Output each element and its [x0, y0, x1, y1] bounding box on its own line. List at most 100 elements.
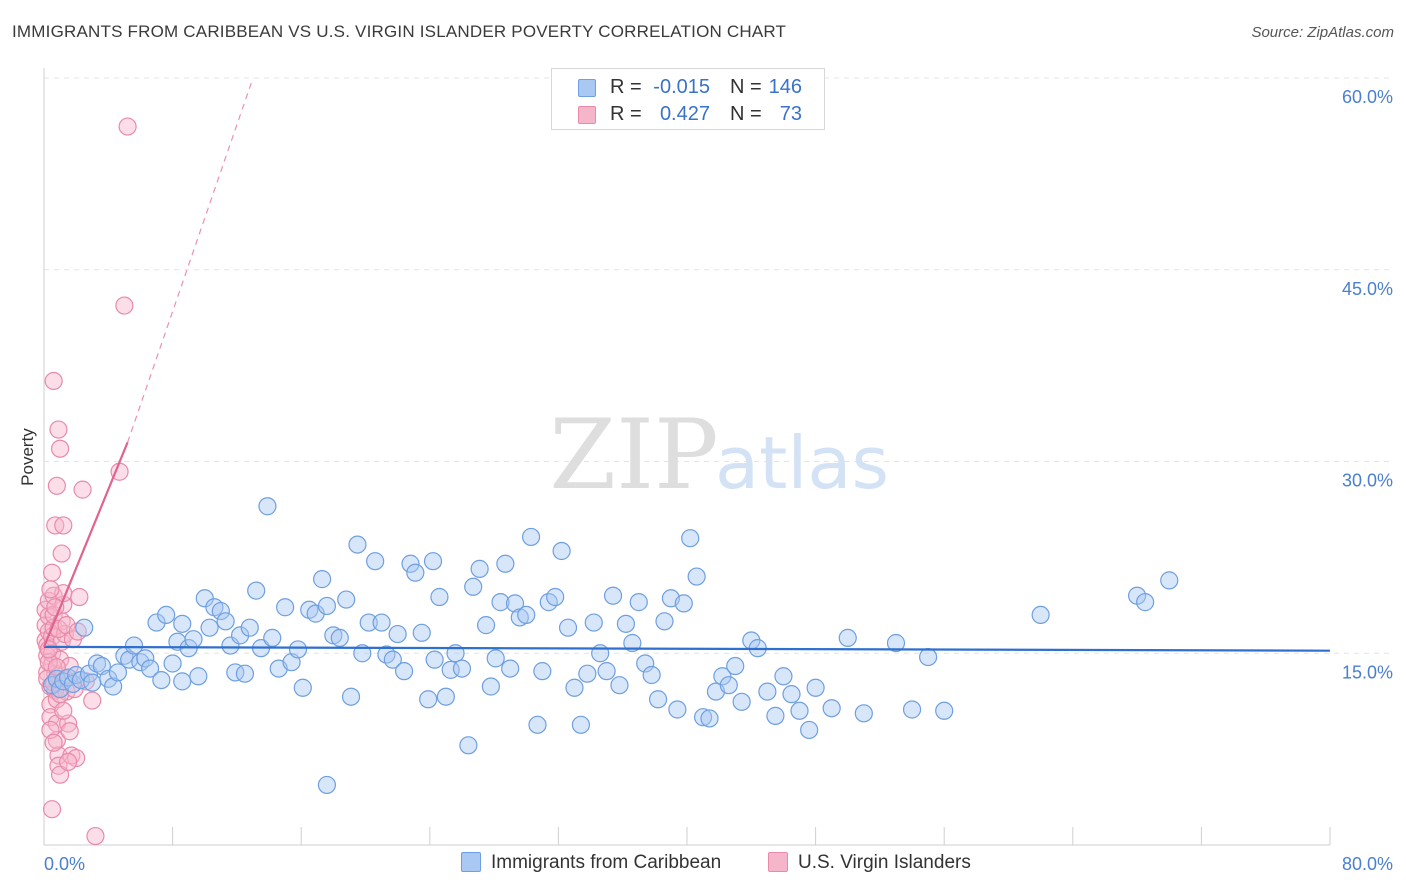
series-immigrants-from-caribbean-points: [42, 497, 1179, 795]
caribbean-data-point: [782, 685, 801, 704]
y-axis-label: Poverty: [18, 428, 37, 486]
caribbean-data-point: [642, 665, 661, 685]
chart-source: Source: ZipAtlas.com: [1251, 24, 1394, 41]
virgin-islander-data-point: [47, 476, 66, 495]
chart-title: IMMIGRANTS FROM CARIBBEAN VS U.S. VIRGIN…: [12, 22, 787, 41]
caribbean-data-point: [584, 613, 603, 632]
caribbean-data-point: [231, 626, 250, 645]
caribbean-data-point: [565, 678, 584, 697]
legend-n-label: N =: [730, 76, 762, 98]
legend-n-value: 146: [768, 76, 802, 98]
virgin-islander-data-point: [73, 480, 92, 499]
virgin-islander-data-point: [54, 701, 73, 720]
virgin-islander-data-point: [60, 656, 79, 676]
legend-n-value: 73: [779, 103, 802, 125]
caribbean-data-point: [774, 667, 793, 686]
caribbean-data-point: [505, 594, 525, 613]
caribbean-data-point: [648, 690, 668, 709]
caribbean-data-point: [401, 554, 420, 573]
caribbean-data-point: [330, 628, 349, 648]
caribbean-data-point: [383, 650, 402, 669]
caribbean-data-point: [184, 630, 203, 649]
series-us-virgin-islanders-points: [36, 117, 137, 846]
legend-label-virgin-islanders: U.S. Virgin Islanders: [798, 852, 971, 873]
legend-r-label: R =: [610, 76, 642, 98]
caribbean-data-point: [919, 647, 938, 667]
caribbean-data-point: [1031, 605, 1050, 625]
grid-lines: [44, 77, 1392, 654]
caribbean-data-point: [240, 618, 259, 637]
virgin-islander-data-point: [47, 731, 66, 750]
caribbean-data-point: [719, 676, 738, 695]
caribbean-data-point: [293, 678, 312, 697]
caribbean-data-point: [732, 692, 751, 711]
axes: [43, 68, 1331, 846]
caribbean-data-point: [610, 676, 629, 695]
caribbean-data-point: [603, 586, 623, 605]
caribbean-data-point: [578, 664, 597, 683]
caribbean-data-point: [486, 649, 505, 668]
caribbean-data-point: [258, 497, 277, 516]
caribbean-data-point: [83, 673, 102, 692]
caribbean-data-point: [108, 663, 128, 682]
y-tick-label: 45.0%: [1342, 279, 1393, 299]
caribbean-data-point: [597, 662, 616, 681]
virgin-islander-data-point: [50, 439, 70, 458]
caribbean-data-point: [436, 687, 455, 706]
caribbean-data-point: [226, 663, 245, 682]
legend-r-value: 0.427: [659, 103, 710, 125]
caribbean-data-point: [854, 704, 873, 723]
caribbean-data-point: [366, 552, 385, 571]
virgin-islander-data-point: [86, 826, 105, 846]
caribbean-data-point: [674, 594, 693, 613]
caribbean-data-point: [838, 628, 857, 648]
caribbean-data-point: [67, 665, 86, 685]
caribbean-data-point: [317, 596, 337, 616]
legend-item-caribbean: Immigrants from Caribbean: [461, 852, 721, 874]
caribbean-data-point: [501, 659, 520, 678]
caribbean-data-point: [452, 659, 472, 678]
caribbean-data-point: [173, 614, 192, 633]
caribbean-data-point: [464, 577, 483, 596]
caribbean-data-point: [790, 701, 809, 720]
virgin-islander-data-point: [118, 117, 137, 136]
caribbean-data-point: [629, 593, 648, 612]
caribbean-data-point: [476, 616, 496, 635]
caribbean-data-point: [406, 563, 425, 582]
caribbean-data-point: [591, 644, 610, 663]
caribbean-data-point: [140, 659, 160, 678]
virgin-islander-data-point: [60, 722, 79, 741]
virgin-islander-data-point: [41, 580, 60, 599]
caribbean-data-point: [558, 618, 578, 637]
caribbean-data-point: [425, 650, 444, 669]
caribbean-data-point: [235, 664, 255, 683]
legend-swatch-caribbean: [461, 852, 481, 872]
x-tick-labels: 0.0% 80.0%: [44, 854, 1393, 874]
virgin-islander-data-point: [42, 800, 62, 819]
caribbean-data-point: [681, 529, 700, 548]
correlation-legend: R = -0.015 N = 146 R = 0.427 N = 73: [551, 68, 825, 130]
caribbean-data-point: [668, 700, 687, 719]
caribbean-data-point: [533, 662, 552, 681]
legend-label-caribbean: Immigrants from Caribbean: [491, 852, 722, 873]
caribbean-data-point: [359, 613, 378, 632]
caribbean-data-point: [521, 527, 541, 547]
trend-lines: [42, 77, 1331, 652]
y-tick-label: 15.0%: [1342, 662, 1393, 682]
caribbean-data-point: [430, 587, 449, 607]
legend-swatch-blue: [578, 79, 596, 97]
caribbean-data-point: [687, 567, 706, 586]
y-tick-label: 30.0%: [1342, 471, 1393, 491]
caribbean-data-point: [822, 699, 841, 718]
x-tick-label: 80.0%: [1342, 854, 1393, 874]
watermark-atlas: atlas: [715, 421, 889, 505]
caribbean-data-point: [517, 605, 536, 625]
caribbean-data-point: [75, 618, 94, 637]
caribbean-trend-line: [43, 645, 1331, 652]
legend-r-value: -0.015: [653, 76, 710, 98]
y-tick-labels: 15.0% 30.0% 45.0% 60.0%: [1342, 87, 1393, 682]
caribbean-data-point: [341, 687, 361, 706]
caribbean-data-point: [423, 552, 443, 571]
caribbean-data-point: [189, 667, 208, 686]
caribbean-data-point: [1160, 571, 1179, 590]
